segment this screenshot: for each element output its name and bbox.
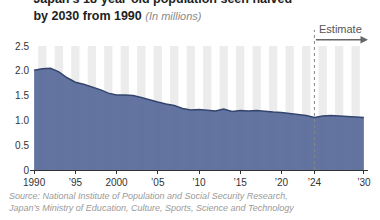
svg-text:2.5: 2.5 (15, 41, 29, 52)
svg-text:2000: 2000 (105, 177, 128, 188)
svg-text:Japan’s 18-year-old population: Japan’s 18-year-old population seen halv… (33, 0, 292, 23)
svg-text:0: 0 (23, 165, 29, 176)
svg-text:Estimate: Estimate (319, 23, 362, 35)
svg-text:’30: ’30 (357, 177, 371, 188)
svg-text:’15: ’15 (234, 177, 248, 188)
svg-text:1.5: 1.5 (15, 90, 29, 101)
svg-text:1990: 1990 (23, 177, 46, 188)
svg-text:’24: ’24 (308, 177, 322, 188)
svg-text:’10: ’10 (192, 177, 206, 188)
svg-text:1.0: 1.0 (15, 115, 29, 126)
svg-text:0.5: 0.5 (15, 140, 29, 151)
svg-text:’20: ’20 (275, 177, 289, 188)
svg-text:’95: ’95 (69, 177, 83, 188)
svg-text:2.0: 2.0 (15, 65, 29, 76)
svg-text:’05: ’05 (151, 177, 165, 188)
svg-text:Source: National Institute of: Source: National Institute of Population… (8, 191, 294, 213)
